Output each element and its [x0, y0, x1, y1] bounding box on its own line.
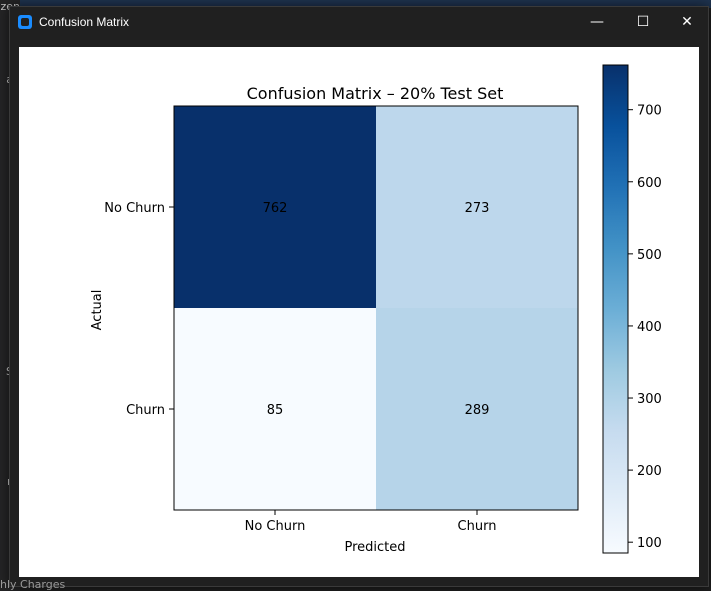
- y-tick-label: Churn: [126, 403, 165, 418]
- chart-window: Confusion Matrix — ☐ ✕ Confusion Matrix …: [9, 6, 709, 587]
- cell-value: 85: [267, 403, 284, 418]
- cell-value: 289: [465, 403, 490, 418]
- heatmap-cells: [173, 105, 579, 511]
- y-axis-label: Actual: [90, 290, 105, 331]
- figure-canvas: Confusion Matrix – 20% Test Set Predicte…: [19, 47, 699, 577]
- window-title: Confusion Matrix: [39, 15, 130, 29]
- x-ticks: No Churn Churn: [245, 510, 497, 534]
- colorbar-tick-label: 400: [637, 320, 662, 335]
- colorbar-tick-label: 100: [637, 536, 662, 551]
- colorbar-tick-label: 500: [637, 248, 662, 263]
- x-tick-label: No Churn: [245, 519, 306, 534]
- cell-value-labels: 762 273 85 289: [263, 201, 490, 418]
- app-icon: [18, 15, 32, 29]
- matrix-border: [173, 105, 579, 511]
- heatmap-cell: [376, 308, 578, 510]
- colorbar-tick-label: 200: [637, 464, 662, 479]
- heatmap-cell: [174, 106, 376, 308]
- chart-title: Confusion Matrix – 20% Test Set: [247, 84, 504, 103]
- close-button[interactable]: ✕: [681, 14, 693, 30]
- heatmap-cell: [174, 308, 376, 510]
- confusion-matrix-chart: Confusion Matrix – 20% Test Set Predicte…: [90, 64, 662, 555]
- background-app-footer: hly Charges: [0, 578, 66, 591]
- cell-value: 273: [465, 201, 490, 216]
- x-axis-label: Predicted: [344, 540, 405, 555]
- colorbar-gradient: [602, 64, 629, 554]
- background-app-header: [0, 0, 711, 8]
- minimize-button[interactable]: —: [590, 14, 604, 30]
- y-tick-label: No Churn: [104, 201, 165, 216]
- colorbar: 100 200 300 400 500 600 700: [602, 64, 662, 554]
- colorbar-tick-label: 700: [637, 104, 662, 119]
- maximize-button[interactable]: ☐: [636, 14, 650, 30]
- colorbar-tick-label: 600: [637, 176, 662, 191]
- cell-value: 762: [263, 201, 288, 216]
- colorbar-tick-label: 300: [637, 392, 662, 407]
- y-ticks: No Churn Churn: [104, 201, 174, 418]
- x-tick-label: Churn: [458, 519, 497, 534]
- heatmap-cell: [376, 106, 578, 308]
- title-bar[interactable]: Confusion Matrix — ☐ ✕: [10, 7, 708, 37]
